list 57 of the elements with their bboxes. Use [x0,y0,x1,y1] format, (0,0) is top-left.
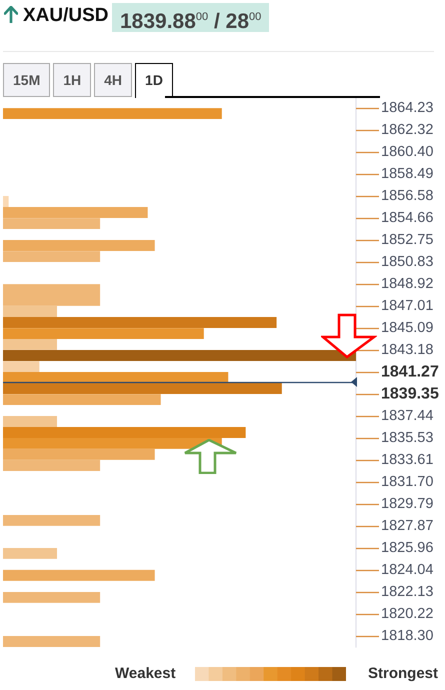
bar [3,592,100,603]
y-tick-label: 1827.87 [381,518,434,534]
y-tick-label: 1856.58 [381,188,434,204]
bar [3,218,100,230]
y-tick-label: 1852.75 [381,232,434,248]
bar [3,196,9,207]
y-tick-label: 1854.66 [381,210,434,226]
bar [3,416,58,427]
text: Strongest [368,665,438,682]
y-tick-label: 1824.04 [381,562,434,578]
bar [3,570,155,581]
bar [3,361,40,372]
bar [3,317,277,328]
bar [3,383,282,394]
y-tick-label: 1841.27 [381,363,439,380]
text: Weakest [115,665,176,682]
text: 4H [94,63,132,97]
y-tick-label: 1839.35 [381,386,439,403]
y-tick-label: 1831.70 [381,474,434,490]
y-tick-label: 1822.13 [381,584,434,600]
bar [3,460,100,471]
bar [3,636,100,647]
y-tick-label: 1825.96 [381,540,434,556]
bar [3,372,228,383]
bar [3,548,58,559]
chart-title: XAU/USD [23,5,109,27]
y-tick-label: 1835.53 [381,430,434,446]
bar [3,350,356,361]
text: 1H [53,63,92,97]
y-tick-label: 1858.49 [381,166,434,182]
bar [3,339,58,350]
y-tick-label: 1818.30 [381,628,434,644]
y-tick-label: 1848.92 [381,276,434,292]
text: 1D [135,63,173,98]
bar [3,394,161,405]
y-tick-label: 1847.01 [381,298,434,314]
y-tick-label: 1845.09 [381,320,434,336]
chart-subtitle: 1839.88$^{00}$ / 28$^{00}$ [112,3,270,33]
y-tick-label: 1829.79 [381,496,434,512]
y-tick-label: 1862.32 [381,122,434,138]
bar [3,514,100,526]
bar [3,207,148,218]
bar [3,108,222,120]
y-tick-label: 1837.44 [381,408,434,424]
bar [3,251,100,262]
y-tick-label: 1843.18 [381,342,434,358]
y-tick-label: 1820.22 [381,606,434,622]
y-tick-label: 1850.83 [381,254,434,270]
bar [3,328,204,340]
y-tick-label: 1860.40 [381,144,434,160]
bar [3,427,246,438]
bar [3,306,58,317]
bar [3,449,155,460]
y-tick-label: 1833.61 [381,452,434,468]
bar [3,240,155,251]
y-tick-label: 1864.23 [381,100,434,116]
text: 15M [3,63,50,97]
